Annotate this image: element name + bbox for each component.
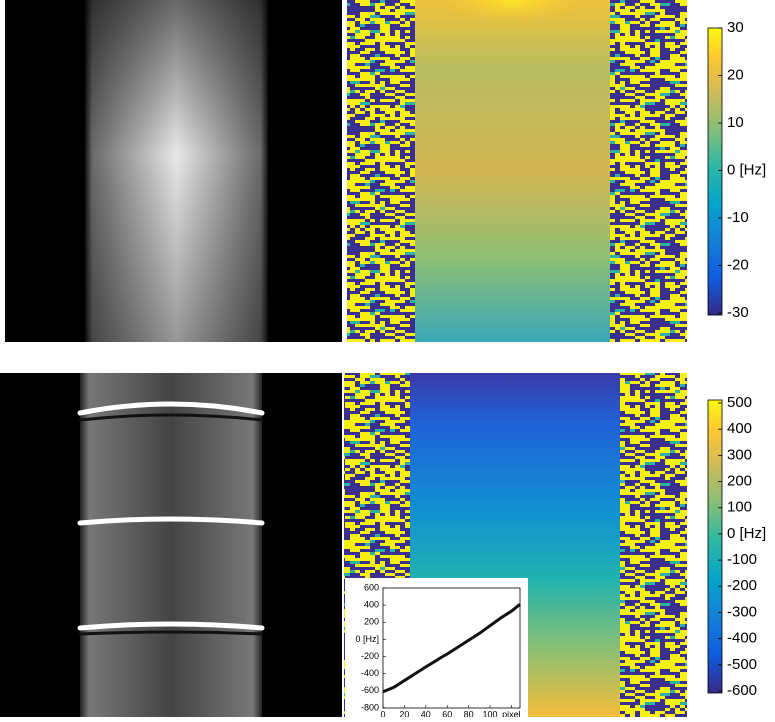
y-tick-label: 400	[364, 600, 379, 610]
colorbar-tick-label: 100	[727, 499, 752, 516]
band	[77, 516, 265, 526]
x-tick-label: 100	[483, 709, 498, 717]
colorbar	[707, 27, 723, 316]
colorbar-tick-label: 200	[727, 473, 752, 490]
data-line	[382, 603, 521, 694]
x-tick-label: 80	[464, 709, 474, 717]
band	[77, 621, 265, 631]
colorbar-tick-label: 20	[727, 66, 744, 83]
x-tick-label: 0	[380, 709, 385, 717]
colorbar-tick-label: -600	[727, 682, 757, 699]
colorbar-tick-label: 10	[727, 114, 744, 131]
colorbar-tick-label: 500	[727, 394, 752, 411]
x-tick-label: 40	[421, 709, 431, 717]
band-gap	[78, 630, 264, 636]
colorbar-tick-label: -20	[727, 256, 749, 273]
colorbar-tick-label: -100	[727, 551, 757, 568]
y-tick-label: -600	[361, 685, 379, 695]
colorbar-tick-label: -400	[727, 630, 757, 647]
colorbar	[707, 399, 723, 694]
y-tick-label: -800	[361, 702, 379, 712]
x-tick-label: 60	[442, 709, 452, 717]
colorbar-tick-label: -200	[727, 577, 757, 594]
y-tick-label: -400	[361, 668, 379, 678]
colorbar-tick-label: 0 [Hz]	[727, 161, 766, 178]
band-gap	[78, 413, 264, 422]
colorbar-tick-label: -300	[727, 603, 757, 620]
y-tick-label: 200	[364, 617, 379, 627]
colorbar-tick-label: 300	[727, 446, 752, 463]
x-tick-label: 20	[399, 709, 409, 717]
colorbar-tick-label: 30	[727, 19, 744, 36]
bands	[77, 401, 265, 636]
y-tick-label: 600	[364, 582, 379, 592]
y-tick-label: 0 [Hz]	[355, 634, 379, 644]
x-tick-label: pixel	[502, 709, 521, 717]
band	[77, 401, 265, 416]
colorbar-tick-label: 0 [Hz]	[727, 525, 766, 542]
phantom-shade	[85, 0, 268, 342]
colorbar-tick-label: 400	[727, 420, 752, 437]
field-map-center	[415, 0, 610, 342]
y-tick-label: -200	[361, 651, 379, 661]
colorbar-tick-label: -500	[727, 656, 757, 673]
field-map-hotspot	[440, 0, 585, 50]
inset	[345, 578, 528, 717]
inset-axes	[382, 587, 521, 709]
colorbar-tick-label: -10	[727, 209, 749, 226]
colorbar-tick-label: -30	[727, 304, 749, 321]
phantom	[80, 373, 262, 717]
